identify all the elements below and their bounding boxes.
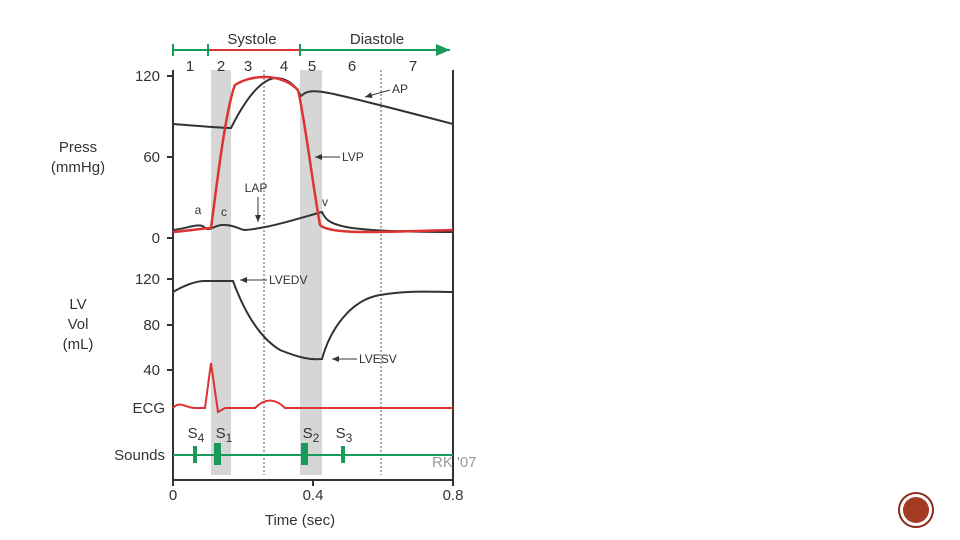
axis-label: Time (sec) [265, 512, 335, 529]
sound-mark [214, 443, 221, 465]
volume-curve [172, 280, 454, 361]
curve-label: AP [392, 82, 408, 96]
phase-number: 4 [280, 58, 288, 75]
phase-number: 7 [409, 58, 417, 75]
lvp-curve [172, 75, 454, 234]
sound-label: S4 [188, 425, 205, 445]
phase-number: 5 [308, 58, 316, 75]
tick-label: 80 [143, 317, 160, 334]
phase-label: Systole [227, 31, 276, 48]
tick-label: 0 [152, 230, 160, 247]
phase-band [300, 70, 322, 475]
diagram: Systole Diastole 1 2 3 4 5 6 7 120 60 0 … [51, 31, 477, 529]
tick-label: 40 [143, 362, 160, 379]
curve-label: LVESV [359, 352, 397, 366]
curve-label: LVP [342, 150, 364, 164]
tick-label: 60 [143, 149, 160, 166]
curve-label: v [322, 195, 328, 209]
axis-label: (mL) [63, 336, 94, 353]
sounds-label: Sounds [114, 447, 165, 464]
sound-label: S1 [216, 425, 233, 445]
axis-label: (mmHg) [51, 159, 105, 176]
phase-number: 1 [186, 58, 194, 75]
ecg-label: ECG [132, 400, 165, 417]
axis-label: LV [69, 296, 86, 313]
curve-label: c [221, 205, 227, 219]
sound-label: S2 [303, 425, 320, 445]
curve-label: LAP [245, 181, 268, 195]
axis-label: Press [59, 139, 97, 156]
ticks [167, 75, 454, 486]
tick-label: 0 [169, 487, 177, 504]
tick-label: 0.4 [303, 487, 324, 504]
phase-number: 2 [217, 58, 225, 75]
axis-label: Vol [68, 316, 89, 333]
phase-band [211, 70, 231, 475]
sound-mark [341, 446, 345, 463]
credit: RK '07 [432, 454, 477, 471]
ecg-curve [172, 362, 453, 414]
tick-label: 120 [135, 68, 160, 85]
phase-number: 3 [244, 58, 252, 75]
logo [903, 497, 929, 523]
phase-label: Diastole [350, 31, 404, 48]
phase-number: 6 [348, 58, 356, 75]
curve-label: LVEDV [269, 273, 307, 287]
tick-label: 120 [135, 271, 160, 288]
sound-label: S3 [336, 425, 353, 445]
tick-label: 0.8 [443, 487, 464, 504]
sound-mark [301, 443, 308, 465]
sound-mark [193, 446, 197, 463]
curve-label: a [195, 203, 202, 217]
